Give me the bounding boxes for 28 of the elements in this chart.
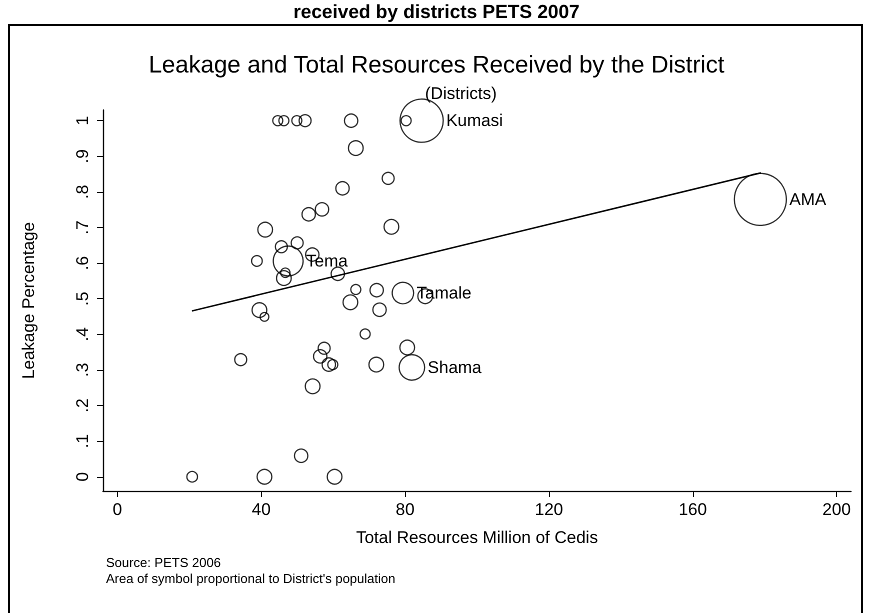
x-tick-label: 80 — [396, 500, 415, 519]
text: Area of symbol proportional to District's population — [106, 571, 396, 586]
annotation: Shama — [428, 358, 482, 377]
annotation: AMA — [789, 190, 827, 209]
chart-subtitle: (Districts) — [425, 84, 497, 103]
annotation: Tema — [306, 251, 348, 270]
annotation: Kumasi — [446, 111, 503, 130]
source-note: Source: PETS 2006 — [106, 555, 221, 570]
text: received by districts PETS 2007 — [293, 2, 580, 23]
y-tick-label: .9 — [73, 149, 92, 164]
y-tick-label: .4 — [73, 327, 92, 342]
y-tick-label: .2 — [73, 398, 92, 413]
chart-title: Leakage and Total Resources Received by the District — [148, 52, 725, 78]
x-tick-label: 120 — [534, 500, 564, 519]
x-tick-label: 0 — [112, 500, 122, 519]
x-tick-label: 160 — [678, 500, 707, 519]
x-axis-title: Total Resources Million of Cedis — [356, 528, 598, 547]
x-tick-label: 40 — [252, 500, 271, 519]
y-axis-title: Leakage Percentage — [19, 222, 38, 379]
y-tick-label: .6 — [73, 256, 92, 270]
y-tick-label: .3 — [73, 362, 92, 378]
y-tick-label: 0 — [73, 472, 92, 482]
y-tick-label: .5 — [73, 292, 92, 306]
y-tick-label: 1 — [73, 116, 92, 126]
x-tick-label: 200 — [822, 500, 851, 519]
y-tick-label: .1 — [73, 434, 92, 448]
y-tick-label: .7 — [73, 220, 92, 235]
y-tick-label: .8 — [73, 184, 92, 199]
